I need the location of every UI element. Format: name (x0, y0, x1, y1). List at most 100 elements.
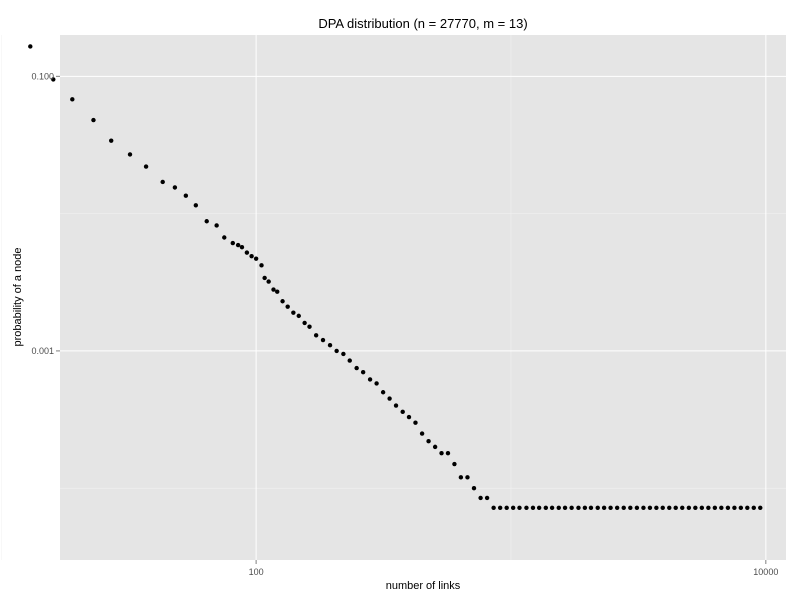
data-point (380, 390, 386, 395)
data-point (275, 289, 280, 294)
minor-gridlines (0, 35, 786, 560)
data-point (172, 185, 178, 190)
data-point (660, 505, 665, 510)
data-point (143, 164, 149, 169)
data-point (582, 505, 588, 510)
chart-title: DPA distribution (n = 27770, m = 13) (318, 16, 527, 31)
data-point (673, 505, 678, 510)
data-point (253, 256, 259, 261)
data-point (367, 377, 373, 382)
data-point (628, 505, 633, 510)
data-point (732, 505, 737, 510)
data-point (452, 461, 457, 467)
data-point (471, 486, 477, 491)
data-point (354, 365, 359, 371)
data-point (706, 505, 711, 510)
data-point (758, 505, 763, 510)
data-point (497, 505, 503, 510)
data-point (595, 505, 600, 510)
data-point (341, 351, 346, 357)
data-point (239, 244, 245, 250)
data-point (680, 505, 685, 510)
x-axis-label: number of links (386, 580, 461, 592)
data-point (686, 505, 692, 510)
data-point (641, 505, 646, 510)
data-point (491, 505, 496, 510)
data-point (266, 279, 271, 284)
data-point (51, 77, 56, 82)
y-axis-ticks: 0.100 0.001 (31, 71, 60, 356)
data-point (347, 358, 352, 363)
data-point (235, 242, 241, 248)
data-point (562, 505, 568, 510)
data-point (576, 505, 581, 510)
data-point (334, 348, 339, 354)
data-point (244, 250, 250, 255)
data-point (647, 505, 653, 510)
data-point (313, 333, 319, 338)
data-point (634, 505, 640, 510)
data-point (484, 495, 490, 501)
data-point (296, 313, 301, 319)
data-point (291, 310, 296, 315)
data-point (360, 369, 366, 375)
data-point (751, 505, 756, 510)
data-point (109, 138, 114, 143)
data-point (327, 343, 333, 348)
data-point (222, 235, 227, 240)
data-point (183, 193, 189, 198)
data-point (230, 240, 235, 246)
data-point (70, 97, 75, 102)
data-point (214, 223, 219, 228)
data-points (28, 44, 763, 510)
major-gridlines (60, 35, 786, 560)
data-point (204, 219, 209, 224)
data-point (259, 263, 264, 268)
data-point (302, 320, 307, 326)
data-point (127, 152, 133, 157)
data-point (536, 505, 542, 510)
data-point (432, 444, 438, 450)
x-tick-label: 10000 (753, 567, 778, 577)
y-axis-label: probability of a node (12, 247, 24, 346)
data-point (28, 44, 33, 49)
data-point (719, 505, 724, 510)
data-point (530, 505, 536, 510)
data-point (588, 505, 594, 510)
data-point (608, 505, 613, 510)
x-axis-ticks: 100 10000 (249, 560, 778, 577)
data-point (556, 505, 561, 510)
data-point (285, 304, 290, 309)
data-point (307, 324, 312, 329)
data-point (504, 505, 509, 510)
y-tick-label: 0.100 (31, 71, 54, 81)
data-point (725, 505, 731, 510)
y-tick-label: 0.001 (31, 346, 54, 356)
data-point (413, 420, 418, 425)
data-point (738, 505, 744, 510)
data-point (374, 381, 379, 386)
data-point (193, 203, 199, 208)
data-point (406, 414, 412, 420)
data-point (91, 117, 96, 123)
data-point (667, 505, 672, 510)
data-point (654, 505, 659, 510)
data-point (621, 505, 626, 510)
plot-panel (60, 35, 786, 560)
data-point (393, 403, 399, 408)
data-point (439, 450, 444, 456)
data-point (465, 475, 470, 480)
data-point (160, 179, 165, 185)
data-point (569, 505, 574, 510)
data-point (745, 505, 750, 510)
data-point (549, 505, 555, 510)
data-point (426, 438, 431, 444)
data-point (320, 337, 326, 343)
data-point (249, 253, 254, 259)
data-point (400, 409, 405, 415)
data-point (524, 505, 529, 510)
data-point (478, 495, 483, 501)
data-point (280, 299, 285, 304)
data-point (387, 396, 392, 401)
